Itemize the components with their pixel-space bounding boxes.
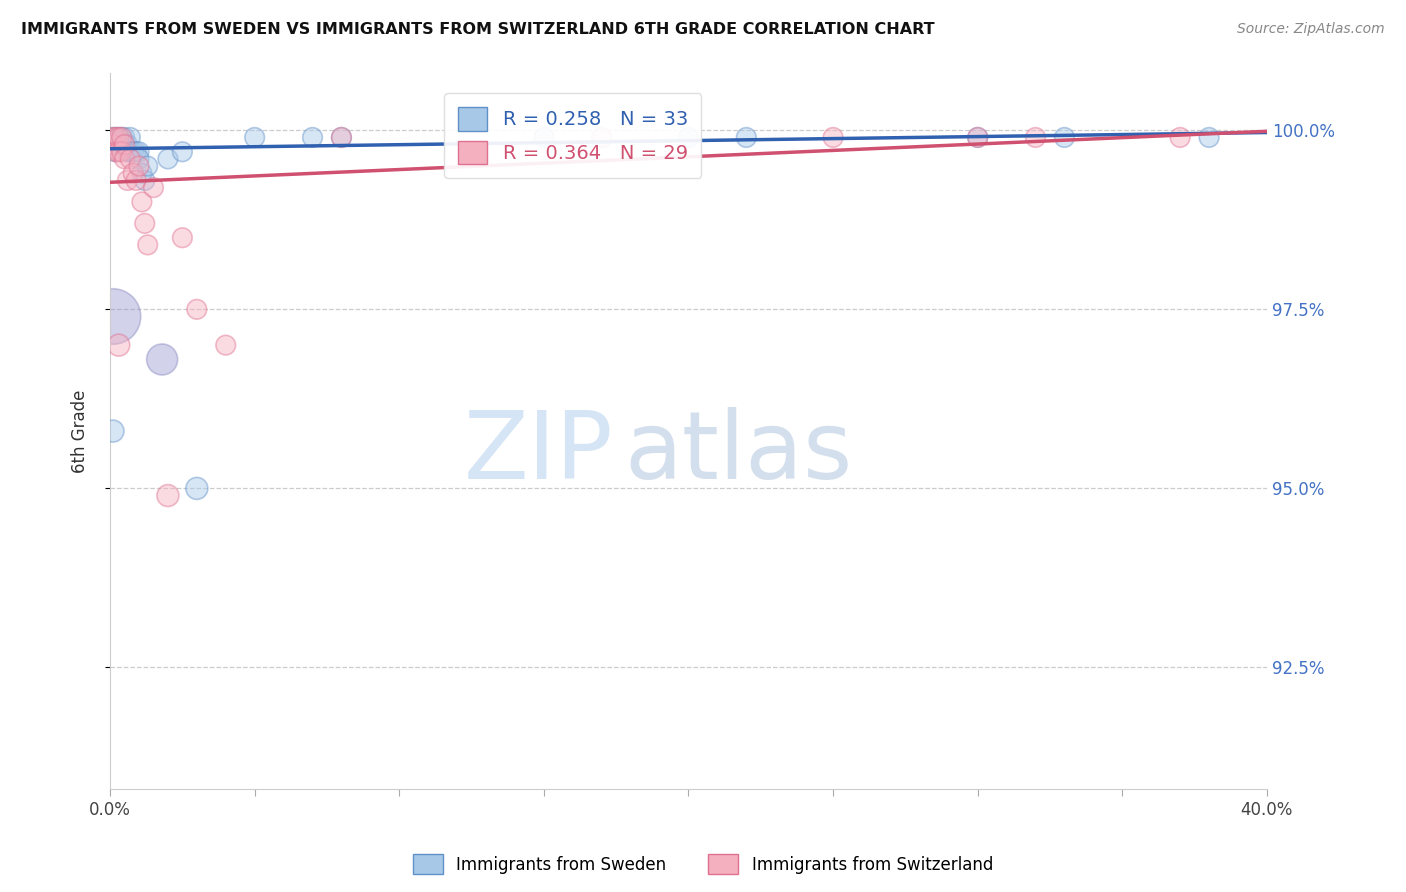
Point xyxy=(104,130,127,145)
Legend: Immigrants from Sweden, Immigrants from Switzerland: Immigrants from Sweden, Immigrants from … xyxy=(406,847,1000,881)
Point xyxy=(172,230,194,244)
Point xyxy=(114,137,136,152)
Y-axis label: 6th Grade: 6th Grade xyxy=(72,390,89,473)
Point xyxy=(122,166,145,180)
Point xyxy=(114,152,136,166)
Point xyxy=(1168,130,1191,145)
Point xyxy=(243,130,266,145)
Point xyxy=(107,137,129,152)
Point xyxy=(150,352,173,367)
Point xyxy=(136,159,159,173)
Point xyxy=(125,145,148,159)
Point xyxy=(186,302,208,317)
Point xyxy=(101,424,124,438)
Point xyxy=(111,137,134,152)
Text: IMMIGRANTS FROM SWEDEN VS IMMIGRANTS FROM SWITZERLAND 6TH GRADE CORRELATION CHAR: IMMIGRANTS FROM SWEDEN VS IMMIGRANTS FRO… xyxy=(21,22,935,37)
Point xyxy=(533,130,555,145)
Point xyxy=(120,130,142,145)
Point xyxy=(111,130,134,145)
Point xyxy=(678,130,700,145)
Point xyxy=(101,130,124,145)
Point xyxy=(128,159,150,173)
Point xyxy=(131,194,153,209)
Point xyxy=(156,152,179,166)
Point xyxy=(114,130,136,145)
Point xyxy=(330,130,353,145)
Point xyxy=(101,137,124,152)
Point xyxy=(1025,130,1047,145)
Text: Source: ZipAtlas.com: Source: ZipAtlas.com xyxy=(1237,22,1385,37)
Point xyxy=(117,137,139,152)
Point xyxy=(966,130,988,145)
Point xyxy=(301,130,323,145)
Point xyxy=(735,130,758,145)
Point xyxy=(186,482,208,496)
Point xyxy=(107,130,129,145)
Point xyxy=(131,166,153,180)
Point xyxy=(117,173,139,187)
Point xyxy=(111,145,134,159)
Point xyxy=(1198,130,1220,145)
Point xyxy=(1053,130,1076,145)
Point xyxy=(134,173,156,187)
Point xyxy=(111,130,134,145)
Point xyxy=(120,145,142,159)
Point xyxy=(128,145,150,159)
Point xyxy=(101,130,124,145)
Point xyxy=(104,145,127,159)
Point xyxy=(104,130,127,145)
Point xyxy=(114,137,136,152)
Text: atlas: atlas xyxy=(624,407,853,499)
Point xyxy=(128,152,150,166)
Point xyxy=(101,137,124,152)
Point xyxy=(107,130,129,145)
Point xyxy=(125,173,148,187)
Point xyxy=(104,137,127,152)
Point xyxy=(136,238,159,252)
Point xyxy=(101,310,124,324)
Point xyxy=(966,130,988,145)
Point xyxy=(215,338,238,352)
Point xyxy=(172,145,194,159)
Point xyxy=(330,130,353,145)
Text: ZIP: ZIP xyxy=(464,407,613,499)
Point xyxy=(107,338,129,352)
Point xyxy=(107,145,129,159)
Point xyxy=(823,130,845,145)
Point xyxy=(142,180,165,194)
Legend: R = 0.258   N = 33, R = 0.364   N = 29: R = 0.258 N = 33, R = 0.364 N = 29 xyxy=(444,94,702,178)
Point xyxy=(117,145,139,159)
Point xyxy=(134,216,156,230)
Point xyxy=(104,145,127,159)
Point xyxy=(122,145,145,159)
Point xyxy=(156,489,179,503)
Point xyxy=(591,130,613,145)
Point xyxy=(120,152,142,166)
